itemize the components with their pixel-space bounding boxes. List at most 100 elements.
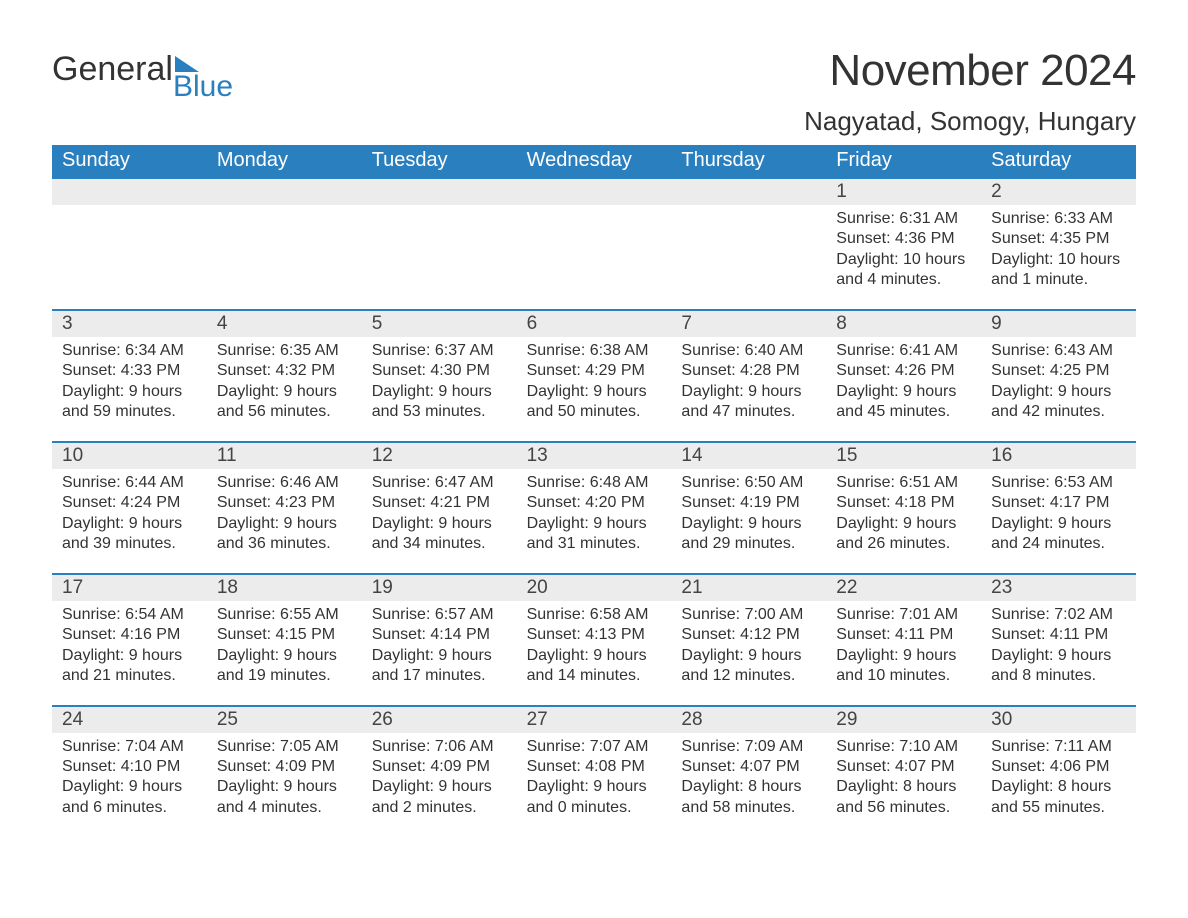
day-cell: Sunrise: 6:54 AMSunset: 4:16 PMDaylight:… [52, 601, 207, 687]
day-sunrise: Sunrise: 6:35 AM [217, 341, 352, 361]
day-sunset: Sunset: 4:20 PM [527, 493, 662, 513]
day-sunrise: Sunrise: 6:47 AM [372, 473, 507, 493]
day-cell: Sunrise: 6:48 AMSunset: 4:20 PMDaylight:… [517, 469, 672, 555]
day-sunset: Sunset: 4:09 PM [217, 757, 352, 777]
day-sunset: Sunset: 4:07 PM [836, 757, 971, 777]
day-daylight1: Daylight: 9 hours [217, 646, 352, 666]
day-daylight2: and 29 minutes. [681, 534, 816, 554]
day-sunset: Sunset: 4:36 PM [836, 229, 971, 249]
day-cell: Sunrise: 7:06 AMSunset: 4:09 PMDaylight:… [362, 733, 517, 819]
day-sunset: Sunset: 4:14 PM [372, 625, 507, 645]
day-sunrise: Sunrise: 6:34 AM [62, 341, 197, 361]
day-daylight1: Daylight: 9 hours [372, 382, 507, 402]
day-cell: Sunrise: 6:58 AMSunset: 4:13 PMDaylight:… [517, 601, 672, 687]
day-sunset: Sunset: 4:33 PM [62, 361, 197, 381]
daybody-band: Sunrise: 6:34 AMSunset: 4:33 PMDaylight:… [52, 337, 1136, 441]
day-daylight1: Daylight: 8 hours [991, 777, 1126, 797]
day-cell: Sunrise: 6:31 AMSunset: 4:36 PMDaylight:… [826, 205, 981, 291]
day-cell: Sunrise: 6:55 AMSunset: 4:15 PMDaylight:… [207, 601, 362, 687]
day-daylight2: and 2 minutes. [372, 798, 507, 818]
weekday-header-row: Sunday Monday Tuesday Wednesday Thursday… [52, 145, 1136, 177]
day-sunset: Sunset: 4:08 PM [527, 757, 662, 777]
day-daylight1: Daylight: 9 hours [681, 382, 816, 402]
day-daylight2: and 55 minutes. [991, 798, 1126, 818]
day-cell: Sunrise: 6:37 AMSunset: 4:30 PMDaylight:… [362, 337, 517, 423]
day-number: 18 [207, 575, 362, 601]
weekday-monday: Monday [207, 145, 362, 177]
day-number: 19 [362, 575, 517, 601]
day-daylight1: Daylight: 9 hours [217, 514, 352, 534]
day-number: 26 [362, 707, 517, 733]
day-sunrise: Sunrise: 6:44 AM [62, 473, 197, 493]
day-number [671, 179, 826, 205]
header: General Blue November 2024 Nagyatad, Som… [52, 20, 1136, 137]
day-number: 15 [826, 443, 981, 469]
day-daylight2: and 34 minutes. [372, 534, 507, 554]
daybody-band: Sunrise: 6:31 AMSunset: 4:36 PMDaylight:… [52, 205, 1136, 309]
day-daylight2: and 6 minutes. [62, 798, 197, 818]
day-daylight1: Daylight: 9 hours [62, 646, 197, 666]
day-daylight1: Daylight: 9 hours [836, 514, 971, 534]
day-number: 23 [981, 575, 1136, 601]
weekday-wednesday: Wednesday [517, 145, 672, 177]
day-cell: Sunrise: 6:35 AMSunset: 4:32 PMDaylight:… [207, 337, 362, 423]
day-daylight2: and 42 minutes. [991, 402, 1126, 422]
day-cell [362, 205, 517, 291]
day-sunset: Sunset: 4:26 PM [836, 361, 971, 381]
day-daylight1: Daylight: 9 hours [372, 646, 507, 666]
day-number: 7 [671, 311, 826, 337]
day-daylight2: and 58 minutes. [681, 798, 816, 818]
day-cell: Sunrise: 7:07 AMSunset: 4:08 PMDaylight:… [517, 733, 672, 819]
day-cell: Sunrise: 6:57 AMSunset: 4:14 PMDaylight:… [362, 601, 517, 687]
day-cell [517, 205, 672, 291]
day-cell: Sunrise: 7:00 AMSunset: 4:12 PMDaylight:… [671, 601, 826, 687]
day-cell: Sunrise: 6:38 AMSunset: 4:29 PMDaylight:… [517, 337, 672, 423]
day-daylight1: Daylight: 9 hours [62, 382, 197, 402]
day-cell: Sunrise: 7:01 AMSunset: 4:11 PMDaylight:… [826, 601, 981, 687]
weekday-tuesday: Tuesday [362, 145, 517, 177]
day-sunrise: Sunrise: 6:41 AM [836, 341, 971, 361]
day-number: 1 [826, 179, 981, 205]
day-sunrise: Sunrise: 7:09 AM [681, 737, 816, 757]
day-sunset: Sunset: 4:25 PM [991, 361, 1126, 381]
day-sunset: Sunset: 4:12 PM [681, 625, 816, 645]
day-sunrise: Sunrise: 7:11 AM [991, 737, 1126, 757]
day-number: 12 [362, 443, 517, 469]
weeks-container: 12Sunrise: 6:31 AMSunset: 4:36 PMDayligh… [52, 177, 1136, 836]
day-number: 17 [52, 575, 207, 601]
day-number: 11 [207, 443, 362, 469]
day-cell: Sunrise: 6:43 AMSunset: 4:25 PMDaylight:… [981, 337, 1136, 423]
day-cell: Sunrise: 6:51 AMSunset: 4:18 PMDaylight:… [826, 469, 981, 555]
day-sunrise: Sunrise: 6:43 AM [991, 341, 1126, 361]
day-daylight1: Daylight: 9 hours [681, 646, 816, 666]
day-number: 2 [981, 179, 1136, 205]
day-cell: Sunrise: 6:33 AMSunset: 4:35 PMDaylight:… [981, 205, 1136, 291]
day-sunrise: Sunrise: 7:06 AM [372, 737, 507, 757]
day-daylight2: and 21 minutes. [62, 666, 197, 686]
day-cell [52, 205, 207, 291]
week-row: 12Sunrise: 6:31 AMSunset: 4:36 PMDayligh… [52, 177, 1136, 309]
daynum-band: 10111213141516 [52, 443, 1136, 469]
day-sunrise: Sunrise: 6:31 AM [836, 209, 971, 229]
location-subtitle: Nagyatad, Somogy, Hungary [804, 106, 1136, 137]
weekday-sunday: Sunday [52, 145, 207, 177]
week-row: 17181920212223Sunrise: 6:54 AMSunset: 4:… [52, 573, 1136, 705]
day-sunrise: Sunrise: 7:10 AM [836, 737, 971, 757]
day-number: 22 [826, 575, 981, 601]
daybody-band: Sunrise: 6:44 AMSunset: 4:24 PMDaylight:… [52, 469, 1136, 573]
day-daylight2: and 26 minutes. [836, 534, 971, 554]
week-row: 3456789Sunrise: 6:34 AMSunset: 4:33 PMDa… [52, 309, 1136, 441]
day-daylight2: and 14 minutes. [527, 666, 662, 686]
day-number [362, 179, 517, 205]
daybody-band: Sunrise: 7:04 AMSunset: 4:10 PMDaylight:… [52, 733, 1136, 837]
day-cell: Sunrise: 6:40 AMSunset: 4:28 PMDaylight:… [671, 337, 826, 423]
day-daylight1: Daylight: 9 hours [217, 777, 352, 797]
day-daylight1: Daylight: 8 hours [681, 777, 816, 797]
day-daylight1: Daylight: 9 hours [836, 646, 971, 666]
day-sunset: Sunset: 4:32 PM [217, 361, 352, 381]
day-sunrise: Sunrise: 6:33 AM [991, 209, 1126, 229]
day-number: 13 [517, 443, 672, 469]
day-number: 4 [207, 311, 362, 337]
day-daylight1: Daylight: 10 hours [836, 250, 971, 270]
day-daylight2: and 4 minutes. [217, 798, 352, 818]
